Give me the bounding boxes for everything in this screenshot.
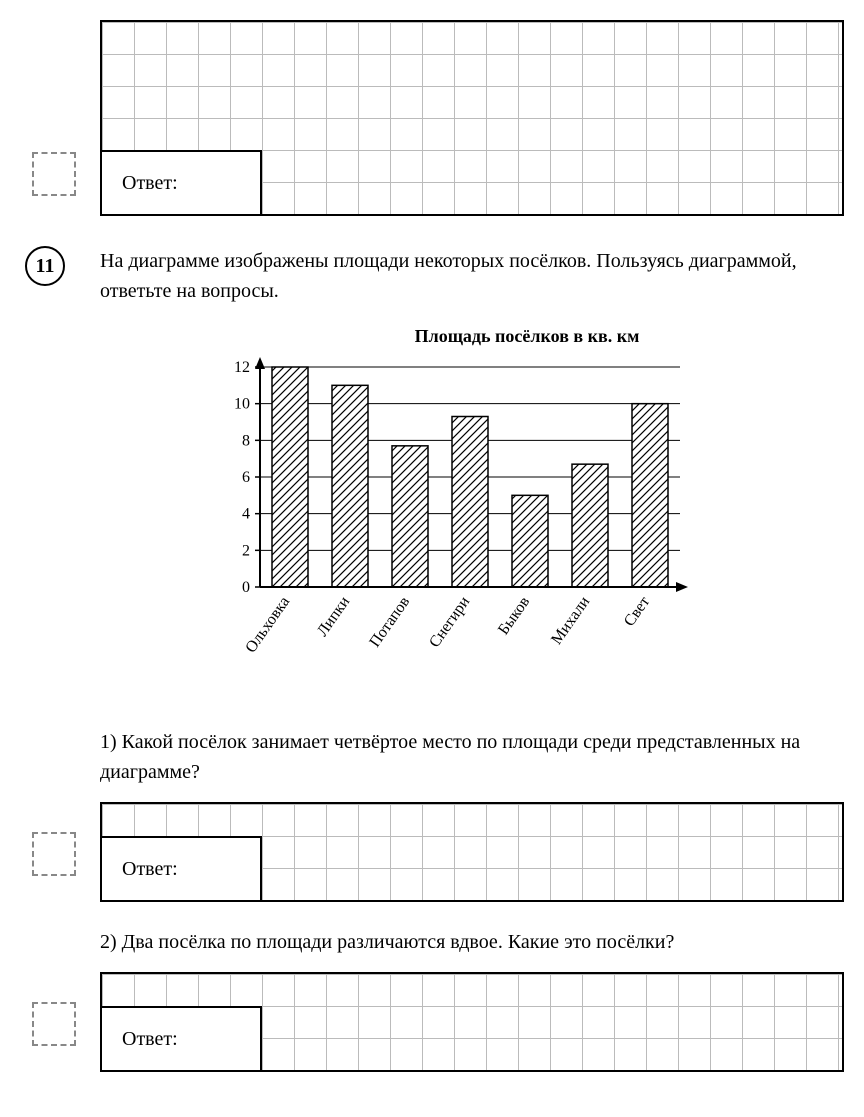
svg-text:10: 10 [234, 396, 250, 413]
answer-label: Ответ: [122, 172, 178, 195]
answer-label: Ответ: [122, 1028, 178, 1051]
answer-label-box: Ответ: [102, 150, 262, 214]
question-number-badge: 11 [25, 246, 65, 286]
score-checkbox[interactable] [32, 1002, 76, 1046]
svg-text:Михали: Михали [548, 593, 593, 648]
svg-text:4: 4 [242, 506, 250, 523]
bar-chart: 0 2 4 6 8 10 12 Ольховка Липки Потапов Снегири Быко… [210, 357, 700, 697]
svg-text:6: 6 [242, 469, 250, 486]
svg-text:Ольховка: Ольховка [242, 594, 293, 657]
svg-text:Свет: Свет [621, 594, 653, 630]
chart-title: Площадь посёлков в кв. км [210, 326, 844, 347]
svg-text:Быков: Быков [495, 593, 534, 638]
subquestion-2: 2) Два посёлка по площади различаются вд… [100, 927, 844, 957]
svg-text:Снегири: Снегири [426, 593, 473, 651]
score-checkbox[interactable] [32, 152, 76, 196]
svg-text:Потапов: Потапов [366, 593, 413, 650]
answer-label-box: Ответ: [102, 836, 262, 900]
question-row: 11 На диаграмме изображены площади некот… [10, 246, 844, 306]
svg-text:0: 0 [242, 579, 250, 596]
answer-grid-q2: Ответ: [100, 972, 844, 1072]
answer-label: Ответ: [122, 858, 178, 881]
svg-text:8: 8 [242, 432, 250, 449]
answer-label-box: Ответ: [102, 1006, 262, 1070]
question-text: На диаграмме изображены площади некоторы… [100, 246, 844, 306]
svg-text:12: 12 [234, 359, 250, 376]
answer-grid-top: Ответ: [100, 20, 844, 216]
svg-text:2: 2 [242, 542, 250, 559]
question-number: 11 [36, 255, 55, 278]
subquestion-1: 1) Какой посёлок занимает четвёртое мест… [100, 727, 844, 787]
svg-text:Липки: Липки [314, 593, 354, 639]
chart-container: Площадь посёлков в кв. км 0 2 4 6 8 10 12 Ольхо… [210, 326, 844, 697]
score-checkbox[interactable] [32, 832, 76, 876]
answer-grid-q1: Ответ: [100, 802, 844, 902]
